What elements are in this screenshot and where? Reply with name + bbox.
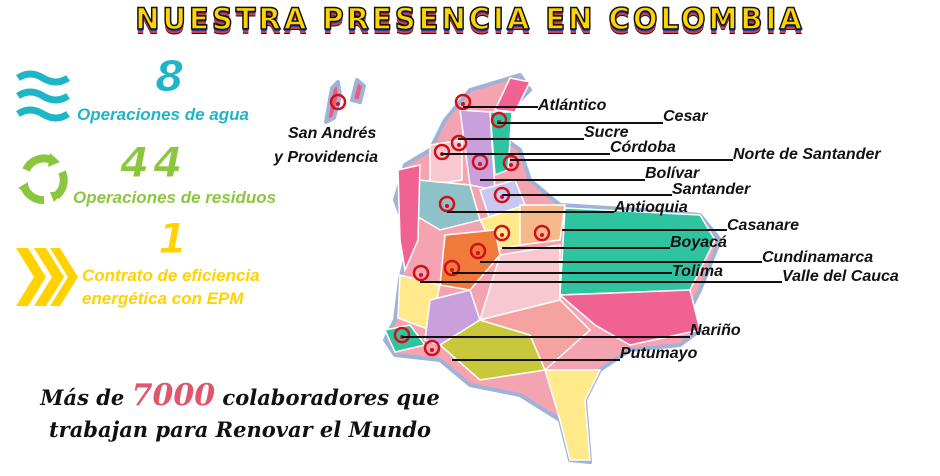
leader-line-putumayo xyxy=(452,359,620,361)
marker-bolivar xyxy=(471,153,489,171)
marker-atlantico xyxy=(454,93,472,111)
marker-boyaca-dot xyxy=(540,233,544,237)
leader-line-narino xyxy=(402,336,690,338)
marker-sucre xyxy=(450,134,468,152)
energy-count: 1 xyxy=(157,214,188,263)
chevrons-icon xyxy=(16,248,78,306)
label-narino: Nariño xyxy=(690,322,741,339)
leader-line-valle-del-cauca xyxy=(420,281,782,283)
employees-statement: Más de 7000 colaboradores que trabajan p… xyxy=(10,380,470,446)
label-santander: Santander xyxy=(672,181,751,198)
marker-cundinamarca-dot xyxy=(476,251,480,255)
leader-line-tolima xyxy=(452,272,672,274)
leader-line-casanare xyxy=(562,229,727,231)
leader-line-santander xyxy=(502,194,672,196)
marker-tolima-dot xyxy=(450,268,454,272)
energy-label-line1: Contrato de eficiencia xyxy=(82,266,260,285)
marker-boyaca xyxy=(533,224,551,242)
label-cesar: Cesar xyxy=(663,108,708,125)
marker-casanare-dot xyxy=(500,233,504,237)
region-guajira xyxy=(493,77,532,113)
label-cundinamarca: Cundinamarca xyxy=(762,249,874,266)
marker-bolivar-dot xyxy=(478,162,482,166)
employees-line2: trabajan para Renovar el Mundo xyxy=(48,417,432,442)
label-putumayo: Putumayo xyxy=(620,345,698,362)
marker-atlantico-dot xyxy=(461,102,465,106)
label-boyaca: Boyacá xyxy=(670,234,727,251)
leader-line-sucre xyxy=(458,138,584,140)
label-antioquia: Antioquia xyxy=(614,199,688,216)
san-andres-island xyxy=(324,80,342,124)
marker-valle-del-cauca xyxy=(412,264,430,282)
marker-tolima xyxy=(443,259,461,277)
marker-casanare xyxy=(493,224,511,242)
leader-line-cesar xyxy=(497,122,663,124)
energy-label-line2: energética con EPM xyxy=(82,289,244,308)
water-count: 8 xyxy=(154,52,185,101)
leader-line-atlantico xyxy=(463,106,538,108)
marker-antioquia-dot xyxy=(445,204,449,208)
label-tolima: Tolima xyxy=(672,263,723,280)
providencia-island xyxy=(350,78,366,104)
marker-sucre-dot xyxy=(457,143,461,147)
region-choco xyxy=(397,164,421,273)
label-bolivar: Bolívar xyxy=(645,165,700,182)
island-label-line1: San Andrés xyxy=(288,125,377,142)
waste-count: 44 xyxy=(119,138,187,187)
leader-line-norte-de-santander xyxy=(510,159,733,161)
marker-putumayo xyxy=(423,339,441,357)
marker-san-andres-dot xyxy=(336,102,340,106)
label-cordoba: Córdoba xyxy=(610,139,676,156)
recycle-icon xyxy=(18,153,68,204)
label-norte-de-santander: Norte de Santander xyxy=(733,146,881,163)
marker-valle-del-cauca-dot xyxy=(419,273,423,277)
marker-cundinamarca xyxy=(469,242,487,260)
marker-cordoba xyxy=(433,143,451,161)
marker-putumayo-dot xyxy=(430,348,434,352)
water-label: Operaciones de agua xyxy=(77,105,249,124)
label-sucre: Sucre xyxy=(584,124,629,141)
leader-line-cordoba xyxy=(441,153,610,155)
label-atlantico: Atlántico xyxy=(538,97,607,114)
region-guaviare xyxy=(477,299,592,372)
leader-line-antioquia xyxy=(447,211,614,213)
marker-norte-de-santander xyxy=(502,154,520,172)
label-valle-del-cauca: Valle del Cauca xyxy=(782,268,899,285)
page-title: NUESTRA PRESENCIA EN COLOMBIA xyxy=(134,1,805,37)
leader-line-boyaca xyxy=(502,247,670,249)
marker-narino xyxy=(393,326,411,344)
employees-post: colaboradores que xyxy=(215,385,440,410)
employees-count: 7000 xyxy=(131,378,216,413)
waves-icon xyxy=(16,70,70,122)
label-casanare: Casanare xyxy=(727,217,800,234)
leader-line-cundinamarca xyxy=(480,261,762,263)
marker-san-andres xyxy=(329,93,347,111)
marker-santander-dot xyxy=(500,195,504,199)
employees-pre: Más de xyxy=(40,385,132,410)
leader-line-bolivar xyxy=(480,179,645,181)
marker-cesar xyxy=(490,111,508,129)
island-label-line2: y Providencia xyxy=(274,149,379,166)
marker-norte-de-santander-dot xyxy=(509,163,513,167)
region-amazonas xyxy=(543,369,602,461)
waste-label: Operaciones de residuos xyxy=(73,188,277,207)
